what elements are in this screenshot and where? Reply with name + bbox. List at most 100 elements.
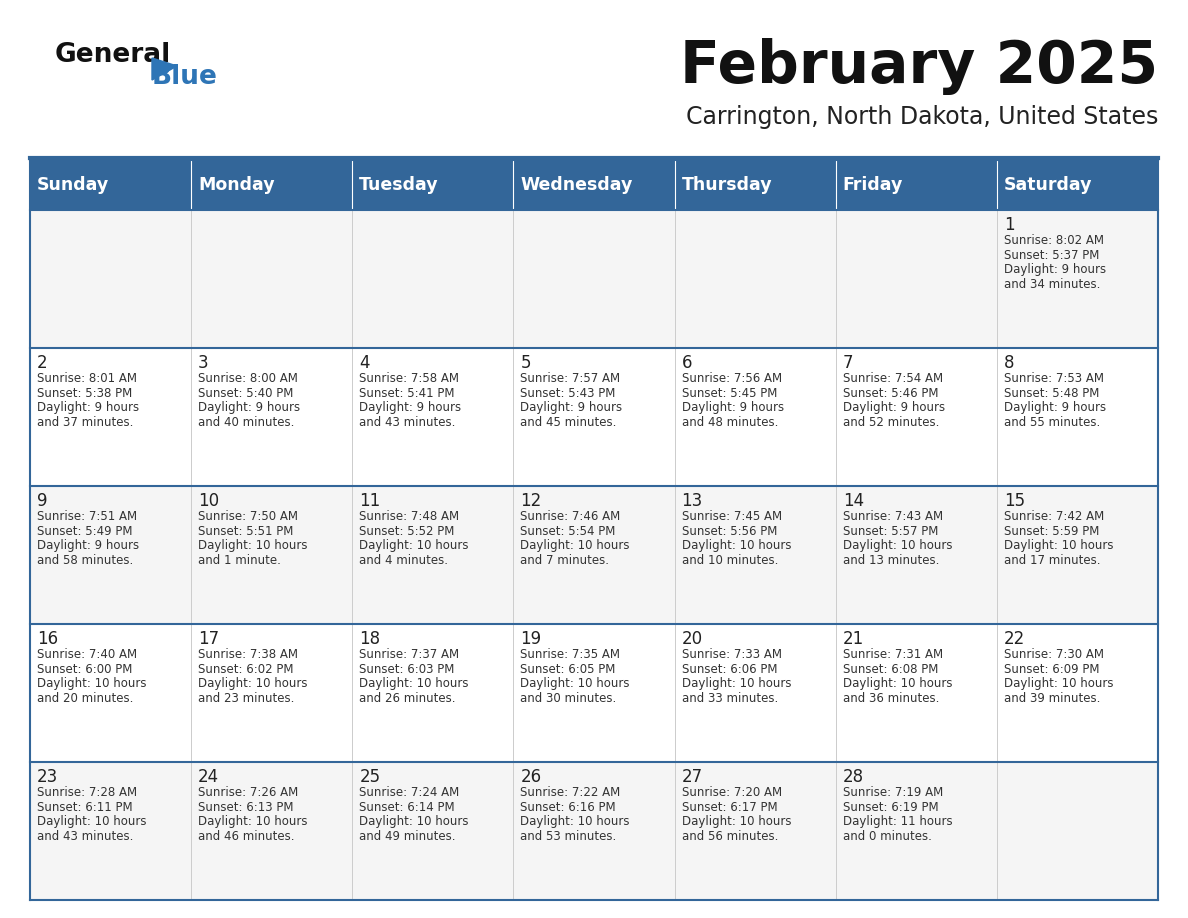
Text: Monday: Monday: [198, 176, 274, 195]
Text: Sunset: 5:40 PM: Sunset: 5:40 PM: [198, 386, 293, 399]
Bar: [30, 487, 1158, 624]
Text: Sunset: 6:05 PM: Sunset: 6:05 PM: [520, 663, 615, 676]
Text: Sunrise: 7:53 AM: Sunrise: 7:53 AM: [1004, 373, 1104, 386]
Text: Sunset: 5:43 PM: Sunset: 5:43 PM: [520, 386, 615, 399]
Text: Blue: Blue: [152, 64, 217, 90]
Text: Sunset: 6:19 PM: Sunset: 6:19 PM: [842, 800, 939, 813]
Bar: [191, 160, 353, 210]
Text: Daylight: 10 hours: Daylight: 10 hours: [520, 677, 630, 690]
Text: Sunday: Sunday: [37, 176, 109, 195]
Text: Sunrise: 7:31 AM: Sunrise: 7:31 AM: [842, 648, 943, 661]
Text: and 0 minutes.: and 0 minutes.: [842, 830, 931, 843]
Text: Sunset: 6:13 PM: Sunset: 6:13 PM: [198, 800, 293, 813]
Text: and 17 minutes.: and 17 minutes.: [1004, 554, 1100, 566]
Text: Daylight: 10 hours: Daylight: 10 hours: [198, 677, 308, 690]
Text: Sunset: 5:54 PM: Sunset: 5:54 PM: [520, 525, 615, 538]
Bar: [513, 160, 675, 210]
Text: Daylight: 9 hours: Daylight: 9 hours: [1004, 401, 1106, 414]
Text: Sunrise: 7:20 AM: Sunrise: 7:20 AM: [682, 786, 782, 799]
Bar: [30, 762, 1158, 900]
Text: and 23 minutes.: and 23 minutes.: [198, 691, 295, 705]
Text: 21: 21: [842, 630, 864, 648]
Text: Sunrise: 7:58 AM: Sunrise: 7:58 AM: [359, 373, 460, 386]
Text: and 13 minutes.: and 13 minutes.: [842, 554, 939, 566]
Text: Sunrise: 7:38 AM: Sunrise: 7:38 AM: [198, 648, 298, 661]
Text: and 34 minutes.: and 34 minutes.: [1004, 278, 1100, 291]
Text: and 26 minutes.: and 26 minutes.: [359, 691, 456, 705]
Text: 8: 8: [1004, 354, 1015, 373]
Text: Sunrise: 7:46 AM: Sunrise: 7:46 AM: [520, 510, 620, 523]
Text: 4: 4: [359, 354, 369, 373]
Text: Sunrise: 7:40 AM: Sunrise: 7:40 AM: [37, 648, 137, 661]
Text: Sunset: 6:08 PM: Sunset: 6:08 PM: [842, 663, 939, 676]
Text: Daylight: 10 hours: Daylight: 10 hours: [1004, 677, 1113, 690]
Text: Sunset: 5:49 PM: Sunset: 5:49 PM: [37, 525, 133, 538]
Text: Daylight: 10 hours: Daylight: 10 hours: [37, 677, 146, 690]
Text: 10: 10: [198, 492, 220, 510]
Text: Daylight: 9 hours: Daylight: 9 hours: [37, 401, 139, 414]
Text: 5: 5: [520, 354, 531, 373]
Text: Daylight: 10 hours: Daylight: 10 hours: [842, 539, 953, 553]
Text: General: General: [55, 42, 171, 68]
Text: Sunset: 5:57 PM: Sunset: 5:57 PM: [842, 525, 939, 538]
Bar: [30, 160, 191, 210]
Text: and 56 minutes.: and 56 minutes.: [682, 830, 778, 843]
Text: and 1 minute.: and 1 minute.: [198, 554, 282, 566]
Text: Daylight: 9 hours: Daylight: 9 hours: [682, 401, 784, 414]
Text: 19: 19: [520, 630, 542, 648]
Text: Sunset: 6:03 PM: Sunset: 6:03 PM: [359, 663, 455, 676]
Text: Daylight: 9 hours: Daylight: 9 hours: [37, 539, 139, 553]
Text: and 43 minutes.: and 43 minutes.: [359, 416, 456, 429]
Text: Daylight: 9 hours: Daylight: 9 hours: [359, 401, 461, 414]
Text: Sunrise: 7:35 AM: Sunrise: 7:35 AM: [520, 648, 620, 661]
Text: Sunset: 5:48 PM: Sunset: 5:48 PM: [1004, 386, 1099, 399]
Text: and 30 minutes.: and 30 minutes.: [520, 691, 617, 705]
Polygon shape: [152, 58, 177, 80]
Text: Sunset: 5:59 PM: Sunset: 5:59 PM: [1004, 525, 1099, 538]
Text: 27: 27: [682, 768, 702, 786]
Text: Sunset: 6:02 PM: Sunset: 6:02 PM: [198, 663, 293, 676]
Text: Sunset: 5:56 PM: Sunset: 5:56 PM: [682, 525, 777, 538]
Text: Sunrise: 7:42 AM: Sunrise: 7:42 AM: [1004, 510, 1104, 523]
Text: Daylight: 11 hours: Daylight: 11 hours: [842, 815, 953, 828]
Text: and 20 minutes.: and 20 minutes.: [37, 691, 133, 705]
Text: Daylight: 9 hours: Daylight: 9 hours: [198, 401, 301, 414]
Text: Thursday: Thursday: [682, 176, 772, 195]
Text: Daylight: 10 hours: Daylight: 10 hours: [37, 815, 146, 828]
Text: 3: 3: [198, 354, 209, 373]
Text: Sunset: 5:45 PM: Sunset: 5:45 PM: [682, 386, 777, 399]
Text: 14: 14: [842, 492, 864, 510]
Text: Friday: Friday: [842, 176, 903, 195]
Text: Sunrise: 7:51 AM: Sunrise: 7:51 AM: [37, 510, 137, 523]
Text: Daylight: 10 hours: Daylight: 10 hours: [359, 815, 469, 828]
Bar: [997, 160, 1158, 210]
Text: and 45 minutes.: and 45 minutes.: [520, 416, 617, 429]
Text: Daylight: 10 hours: Daylight: 10 hours: [682, 815, 791, 828]
Text: 18: 18: [359, 630, 380, 648]
Bar: [675, 160, 835, 210]
Text: Sunset: 5:46 PM: Sunset: 5:46 PM: [842, 386, 939, 399]
Text: and 48 minutes.: and 48 minutes.: [682, 416, 778, 429]
Text: and 10 minutes.: and 10 minutes.: [682, 554, 778, 566]
Text: Sunset: 6:17 PM: Sunset: 6:17 PM: [682, 800, 777, 813]
Text: 17: 17: [198, 630, 220, 648]
Text: Daylight: 10 hours: Daylight: 10 hours: [682, 539, 791, 553]
Text: Carrington, North Dakota, United States: Carrington, North Dakota, United States: [685, 105, 1158, 129]
Text: 11: 11: [359, 492, 380, 510]
Text: and 4 minutes.: and 4 minutes.: [359, 554, 448, 566]
Text: Sunset: 5:41 PM: Sunset: 5:41 PM: [359, 386, 455, 399]
Text: 6: 6: [682, 354, 693, 373]
Text: and 40 minutes.: and 40 minutes.: [198, 416, 295, 429]
Text: 12: 12: [520, 492, 542, 510]
Text: Sunrise: 8:01 AM: Sunrise: 8:01 AM: [37, 373, 137, 386]
Text: Sunrise: 7:37 AM: Sunrise: 7:37 AM: [359, 648, 460, 661]
Text: 22: 22: [1004, 630, 1025, 648]
Text: Daylight: 9 hours: Daylight: 9 hours: [520, 401, 623, 414]
Text: Sunrise: 7:24 AM: Sunrise: 7:24 AM: [359, 786, 460, 799]
Text: 13: 13: [682, 492, 703, 510]
Text: and 37 minutes.: and 37 minutes.: [37, 416, 133, 429]
Text: Daylight: 10 hours: Daylight: 10 hours: [842, 677, 953, 690]
Text: 28: 28: [842, 768, 864, 786]
Text: 23: 23: [37, 768, 58, 786]
Text: Wednesday: Wednesday: [520, 176, 633, 195]
